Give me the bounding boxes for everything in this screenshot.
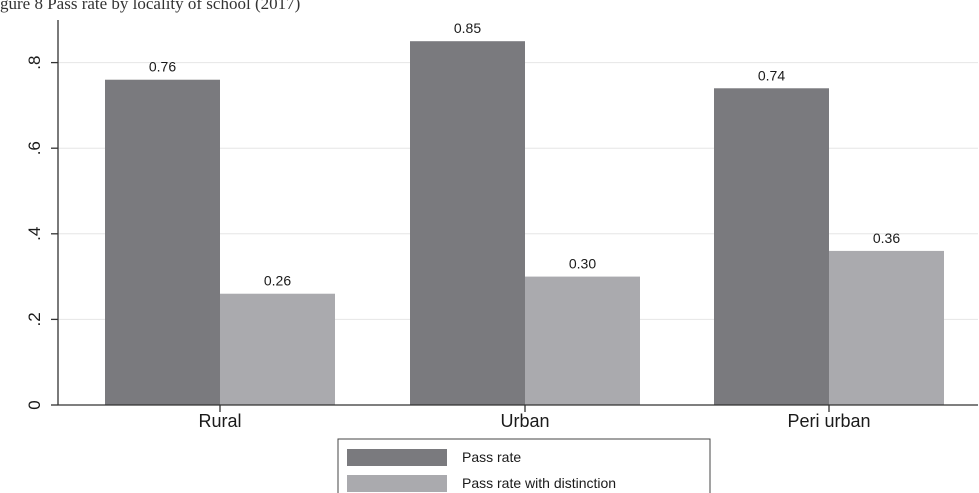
bar-value-label: 0.30	[569, 256, 596, 272]
x-tick-label: Urban	[500, 411, 549, 431]
bar-value-label: 0.36	[873, 230, 900, 246]
bar	[714, 88, 829, 405]
x-tick-label: Rural	[198, 411, 241, 431]
axes: 0 .2 .4 .6 .8 Rural Urban Peri urban	[25, 20, 978, 431]
legend-label: Pass rate with distinction	[462, 475, 616, 491]
bar-value-labels: 0.76 0.26 0.85 0.30 0.74 0.36	[149, 20, 900, 289]
bar	[220, 293, 335, 405]
figure-caption: gure 8 Pass rate by locality of school (…	[0, 0, 301, 13]
bar-value-label: 0.26	[264, 273, 291, 289]
y-tick-label: .6	[25, 141, 44, 155]
y-tick-label: .8	[25, 56, 44, 70]
y-tick-label: .2	[25, 312, 44, 326]
y-tick-label: .4	[25, 227, 44, 241]
x-tick-label: Peri urban	[787, 411, 870, 431]
legend-swatch	[347, 475, 447, 492]
bars	[105, 41, 944, 405]
bar	[829, 250, 944, 405]
legend-swatch	[347, 449, 447, 466]
bar-value-label: 0.85	[454, 20, 481, 36]
bar	[525, 276, 640, 405]
y-tick-label: 0	[25, 400, 44, 409]
bar	[410, 41, 525, 405]
bar-value-label: 0.74	[758, 67, 785, 83]
bar-value-label: 0.76	[149, 59, 176, 75]
legend-label: Pass rate	[462, 449, 521, 465]
legend: Pass rate Pass rate with distinction	[337, 438, 711, 493]
bar	[105, 79, 220, 405]
